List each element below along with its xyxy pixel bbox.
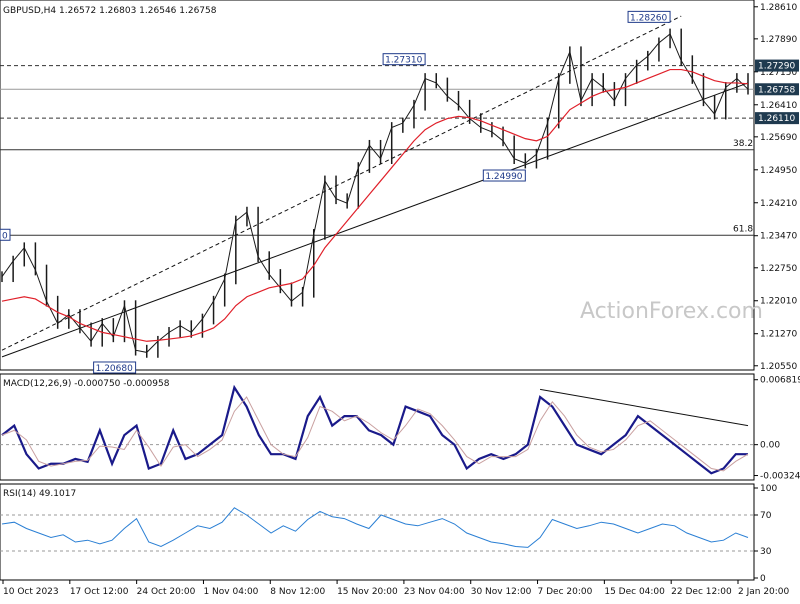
price-tag-box: [755, 112, 799, 125]
price-tick-label: 1.28610: [760, 3, 797, 13]
level-annotation-box: [482, 169, 526, 182]
price-tag-label: 1.26110: [758, 114, 795, 124]
macd-divergence-line: [540, 388, 749, 427]
x-tick-label: 10 Oct 2023: [3, 587, 59, 597]
rsi-tick-label: 70: [760, 511, 772, 521]
level-annotation-label: 1.20680: [96, 364, 133, 374]
price-plot: [1, 28, 749, 358]
rsi-title: RSI(14) 49.1017: [3, 489, 76, 499]
level-annotation-box: [93, 361, 137, 374]
price-tick-label: 1.26410: [760, 101, 797, 111]
rsi-tick-label: 30: [760, 547, 772, 557]
price-annotations: 1.28260 1.27310 1.24990 1.20680 0: [0, 10, 671, 374]
rsi-y-ticks: 100 70 30 0: [754, 484, 777, 584]
x-tick-label: 7 Dec 20:00: [538, 587, 593, 597]
price-tick-label: 1.23470: [760, 232, 797, 242]
x-tick-label: 2 Jan 20:00: [738, 587, 790, 597]
price-line: [1, 33, 749, 353]
price-tag-box: [755, 59, 799, 72]
x-tick-label: 8 Nov 12:00: [270, 587, 325, 597]
price-tick-label: 1.27890: [760, 35, 797, 45]
x-tick-label: 15 Dec 04:00: [604, 587, 665, 597]
price-tag-label: 1.26758: [758, 85, 795, 95]
price-tick-label: 1.20550: [760, 362, 797, 372]
rsi-plot: [0, 507, 754, 552]
price-tick-label: 1.24210: [760, 199, 797, 209]
rsi-panel: [0, 483, 755, 581]
macd-line: [1, 384, 748, 475]
price-tick-label: 1.25690: [760, 133, 797, 143]
x-axis-ticks: 10 Oct 2023 17 Oct 12:00 24 Oct 20:00 1 Nov…: [2, 580, 790, 597]
channel-line-upper-channel: [1, 15, 682, 351]
x-tick-label: 23 Nov 04:00: [404, 587, 465, 597]
level-annotation-box: [627, 10, 671, 23]
macd-plot: [0, 384, 754, 475]
symbol-header: GBPUSD,H4 1.26572 1.26803 1.26546 1.2675…: [3, 6, 217, 16]
price-tag-box: [755, 83, 799, 96]
macd-title: MACD(12,26,9) -0.000750 -0.000958: [3, 379, 170, 389]
x-tick-label: 22 Dec 12:00: [671, 587, 732, 597]
level-annotation-label: 1.28260: [630, 13, 667, 23]
fib-label: 38.2: [733, 139, 753, 149]
macd-panel: [0, 373, 755, 481]
price-tick-label: 1.21270: [760, 330, 797, 340]
rsi-tick-label: 0: [760, 574, 766, 584]
rsi-line: [1, 507, 749, 548]
moving-average-line: [1, 68, 749, 342]
level-annotation-label: 1.24990: [485, 172, 522, 182]
x-tick-label: 15 Nov 20:00: [337, 587, 398, 597]
price-tag-label: 1.27290: [758, 62, 795, 72]
x-tick-label: 24 Oct 20:00: [137, 587, 196, 597]
partial-left-tag-label: 0: [2, 231, 8, 241]
level-annotation-label: 1.27310: [385, 56, 422, 66]
x-tick-label: 1 Nov 04:00: [203, 587, 258, 597]
rsi-tick-label: 100: [760, 484, 777, 494]
price-tick-label: 1.24950: [760, 166, 797, 176]
price-tags: 1.27290 1.26758 1.26110: [755, 59, 799, 125]
price-y-ticks: 1.28610 1.27890 1.27150 1.26410 1.25690 1.249…: [754, 3, 797, 372]
price-tick-label: 1.22010: [760, 297, 797, 307]
price-tick-label: 1.27150: [760, 68, 797, 78]
price-tick-label: 1.22750: [760, 264, 797, 274]
x-tick-label: 17 Oct 12:00: [70, 587, 129, 597]
macd-tick-label: 0.006819: [760, 376, 800, 386]
macd-tick-label: 0.00: [760, 441, 780, 451]
x-tick-label: 30 Nov 12:00: [471, 587, 532, 597]
level-annotation-box: [382, 53, 426, 66]
fib-label: 61.8: [733, 224, 753, 234]
watermark: ActionForex.com: [580, 299, 763, 324]
macd-signal-line: [1, 396, 749, 472]
partial-left-tag-box: [0, 228, 11, 241]
